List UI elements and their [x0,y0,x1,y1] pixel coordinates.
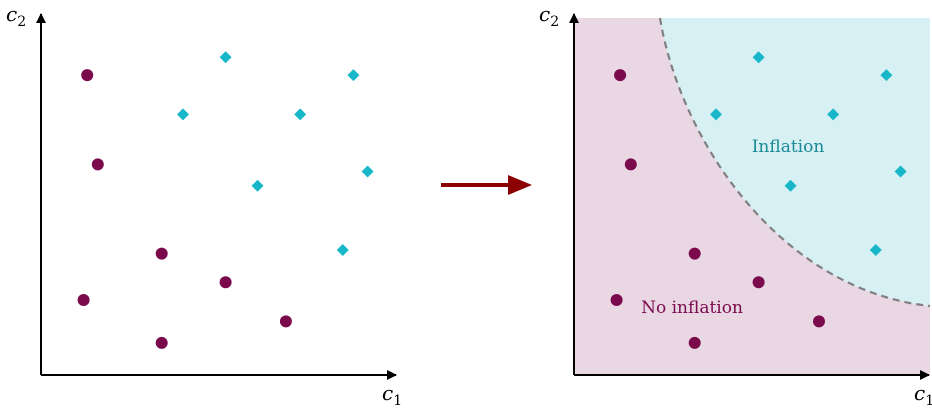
right-no-inflation-point [688,336,701,349]
right-inflation-point [869,244,882,257]
decision-boundary [658,17,931,308]
left-no-inflation-point [155,247,168,260]
right-inflation-point [894,165,907,178]
right-inflation-point [710,108,722,121]
right-inflation-point [784,179,797,192]
right-no-inflation-point [813,315,825,328]
left-panel: c2 c1 [6,2,402,408]
no-inflation-region-label: No inflation [641,298,743,318]
left-inflation-point [361,165,374,178]
right-no-inflation-point [610,294,623,306]
right-points [610,51,907,349]
left-x-axis-label: c1 [382,381,402,408]
left-inflation-point [251,179,264,192]
left-no-inflation-point [279,315,292,328]
left-no-inflation-point [155,336,168,349]
right-inflation-point [880,69,893,82]
left-inflation-point [347,69,360,82]
right-panel: Inflation No inflation c2 c1 [539,2,932,408]
right-no-inflation-point [624,158,637,171]
left-no-inflation-point [219,276,232,289]
right-no-inflation-point [688,247,701,260]
right-no-inflation-point [614,69,627,82]
right-y-axis-label: c2 [539,2,559,30]
left-inflation-point [294,108,307,121]
left-inflation-point [219,51,232,64]
inflation-region-label: Inflation [752,137,825,157]
left-points [77,51,374,349]
right-x-axis-label: c1 [914,381,932,408]
transform-arrow [441,175,532,195]
right-inflation-point [752,51,765,64]
left-inflation-point [336,244,349,257]
right-inflation-point [827,108,840,121]
right-no-inflation-point [752,276,765,289]
left-no-inflation-point [91,158,104,171]
inflation-region [660,18,930,306]
left-no-inflation-point [77,294,90,306]
left-no-inflation-point [81,69,94,82]
left-y-axis-label: c2 [6,2,26,30]
left-inflation-point [177,108,189,121]
